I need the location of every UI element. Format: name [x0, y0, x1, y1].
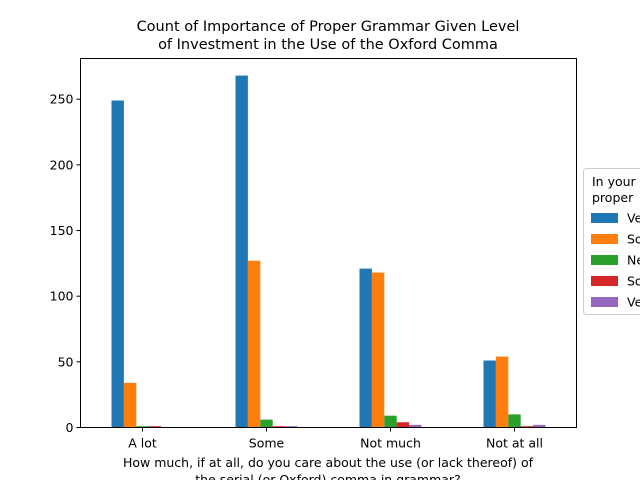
legend-swatch	[591, 255, 618, 265]
x-axis: A lot Some Not much Not at all	[128, 427, 543, 451]
bar-not-at-all-series-3	[508, 414, 521, 428]
chart-title-line1: Count of Importance of Proper Grammar Gi…	[137, 19, 520, 35]
y-tick-label: 50	[58, 354, 74, 369]
legend-swatch	[591, 213, 618, 223]
bar-not-much-series-4	[396, 422, 410, 428]
x-axis-label-line2: the serial (or Oxford) comma in grammar?	[195, 472, 460, 480]
bar-some-series-3	[260, 419, 273, 428]
y-tick-label: 100	[50, 289, 74, 304]
x-tick-label: A lot	[128, 436, 157, 451]
bar-not-much-series-2	[371, 272, 385, 428]
legend-label: So	[627, 274, 640, 289]
x-tick-label: Some	[249, 436, 285, 451]
bar-a-lot-series-3	[136, 426, 149, 428]
y-tick-label: 0	[66, 420, 74, 435]
legend-swatch	[591, 276, 618, 286]
bar-not-much-series-1	[359, 268, 372, 428]
bar-some-series-4	[272, 426, 286, 428]
legend: In your proper Ve So Ne So Ve	[583, 168, 640, 315]
bar-not-much-series-5	[409, 424, 422, 428]
legend-label: Ve	[627, 295, 640, 310]
legend-title-line2: proper	[592, 190, 634, 205]
bar-a-lot-series-4	[148, 426, 162, 428]
bar-some-series-2	[247, 260, 261, 428]
bar-some-series-1	[235, 75, 248, 428]
legend-label: So	[627, 232, 640, 247]
legend-label: Ne	[627, 253, 640, 268]
legend-swatch	[591, 234, 618, 244]
bar-a-lot-series-2	[123, 382, 137, 428]
bar-not-at-all-series-5	[533, 424, 546, 428]
bar-not-at-all-series-1	[483, 360, 496, 428]
bar-some-series-5	[285, 426, 298, 428]
chart-title-line2: of Investment in the Use of the Oxford C…	[158, 37, 498, 53]
bars-group	[111, 75, 546, 428]
y-axis: 0 50 100 150 200 250	[50, 92, 81, 435]
legend-title-line1: In your	[592, 174, 637, 189]
bar-a-lot-series-1	[111, 100, 124, 428]
legend-swatch	[591, 297, 618, 307]
y-tick-label: 150	[50, 223, 74, 238]
y-tick-label: 200	[50, 157, 74, 172]
plot-frame	[80, 58, 577, 428]
bar-not-much-series-3	[384, 415, 397, 428]
bar-not-at-all-series-2	[495, 356, 509, 428]
x-tick-label: Not much	[360, 436, 421, 451]
legend-label: Ve	[627, 211, 640, 226]
y-tick-label: 250	[50, 92, 74, 107]
legend-items: Ve So Ne So Ve	[591, 211, 640, 310]
x-axis-label-line1: How much, if at all, do you care about t…	[123, 455, 534, 470]
x-tick-label: Not at all	[486, 436, 543, 451]
bar-not-at-all-series-4	[520, 426, 534, 428]
